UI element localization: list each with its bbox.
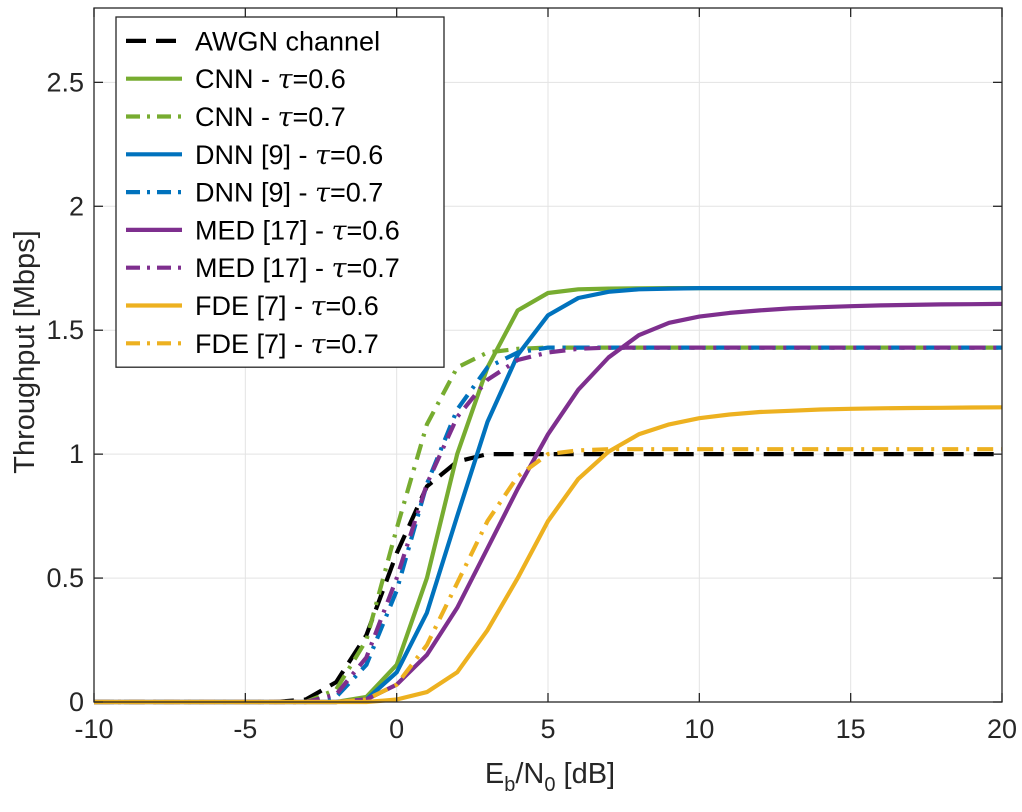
x-tick-label-6: 20 — [987, 714, 1017, 744]
legend-entry-tau: τ — [332, 215, 348, 246]
legend-entry-suffix: =0.7 — [346, 253, 399, 283]
legend-entry-2: CNN - τ=0.7 — [195, 102, 346, 133]
x-tick-label-5: 15 — [836, 714, 866, 744]
x-tick-label-3: 5 — [540, 714, 555, 744]
y-axis-label: Throughput [Mbps] — [9, 230, 41, 473]
x-axis-label-sub1: b — [504, 774, 515, 796]
legend-entry-prefix: DNN [9] - — [195, 140, 315, 170]
legend-entry-tau: τ — [315, 178, 331, 209]
x-tick-label-4: 10 — [684, 714, 714, 744]
legend-entry-suffix: =0.7 — [292, 102, 345, 132]
x-tick-label-1: -5 — [233, 714, 257, 744]
legend-entry-suffix: =0.6 — [346, 215, 399, 245]
legend-entry-3: DNN [9] - τ=0.6 — [195, 140, 383, 171]
legend-entry-tau: τ — [278, 102, 294, 133]
x-axis-label-sub2: 0 — [544, 774, 555, 796]
legend-entry-suffix: =0.6 — [330, 140, 383, 170]
x-tick-label-0: -10 — [74, 714, 113, 744]
axis-ticks: -10 -5 0 5 10 15 20 0 0.5 1 1.5 2 2.5 — [46, 8, 1017, 744]
legend-entry-suffix: =0.6 — [325, 291, 378, 321]
legend-entry-suffix: =0.7 — [325, 329, 378, 359]
y-tick-label-4: 2 — [69, 191, 84, 221]
legend-entry-tau: τ — [311, 291, 327, 322]
legend-entry-6: MED [17] - τ=0.7 — [195, 253, 400, 284]
legend-entry-prefix: DNN [9] - — [195, 178, 315, 208]
legend-entry-tau: τ — [315, 140, 331, 171]
y-tick-label-5: 2.5 — [46, 67, 84, 97]
legend-entry-5: MED [17] - τ=0.6 — [195, 215, 400, 246]
y-tick-label-1: 0.5 — [46, 563, 84, 593]
legend-entry-0: AWGN channel — [195, 26, 380, 56]
legend-entry-prefix: FDE [7] - — [195, 329, 311, 359]
legend-entry-8: FDE [7] - τ=0.7 — [195, 329, 379, 360]
legend-entry-suffix: =0.6 — [292, 64, 345, 94]
x-axis-label-mid: /N — [515, 758, 544, 790]
y-tick-label-2: 1 — [69, 439, 84, 469]
legend-entry-4: DNN [9] - τ=0.7 — [195, 178, 383, 209]
legend-entry-prefix: AWGN channel — [195, 26, 380, 56]
legend-entry-prefix: MED [17] - — [195, 215, 332, 245]
legend-entry-prefix: MED [17] - — [195, 253, 332, 283]
legend-entry-prefix: CNN - — [195, 102, 278, 132]
legend-entry-1: CNN - τ=0.6 — [195, 64, 346, 95]
legend-entry-prefix: CNN - — [195, 64, 278, 94]
x-axis-label-rest: [dB] — [555, 758, 615, 790]
legend-entry-suffix: =0.7 — [330, 178, 383, 208]
y-tick-label-3: 1.5 — [46, 315, 84, 345]
legend-entry-tau: τ — [332, 253, 348, 284]
legend-entry-prefix: FDE [7] - — [195, 291, 311, 321]
x-axis-label-base: E — [485, 758, 504, 790]
x-axis-label: Eb/N0 [dB] — [485, 758, 615, 796]
legend-entry-tau: τ — [311, 329, 327, 360]
x-tick-label-2: 0 — [389, 714, 404, 744]
legend-entry-tau: τ — [278, 64, 294, 95]
y-tick-label-0: 0 — [69, 687, 84, 717]
legend-entry-7: FDE [7] - τ=0.6 — [195, 291, 379, 322]
